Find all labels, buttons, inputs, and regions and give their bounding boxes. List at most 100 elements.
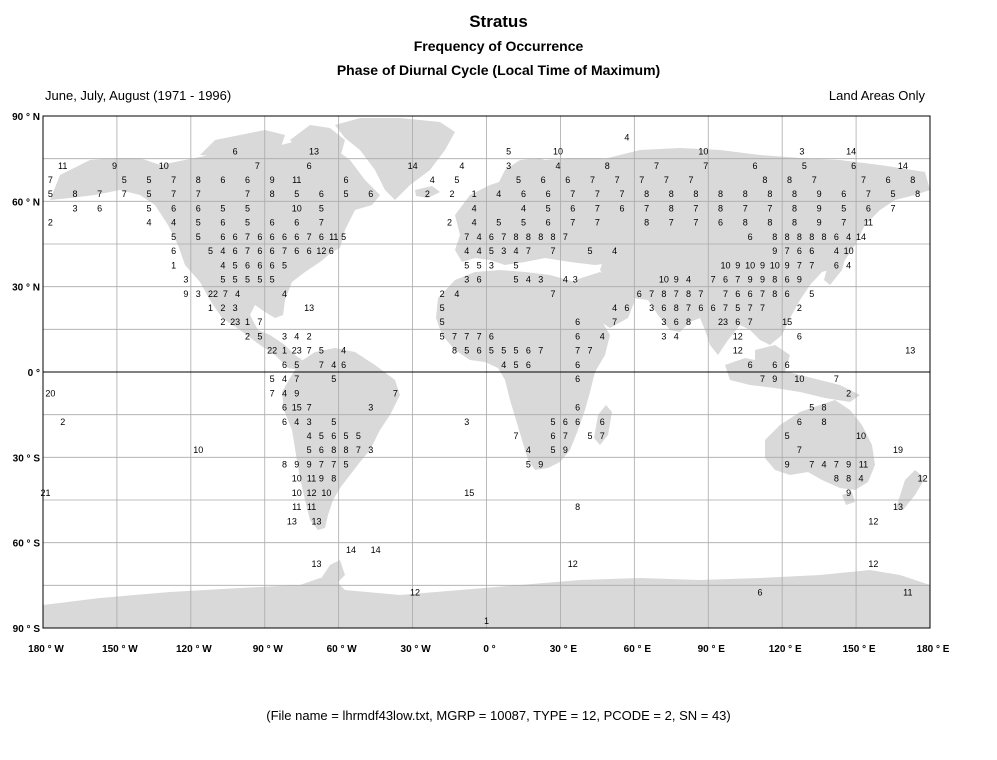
phase-value: 7 [723, 289, 728, 299]
phase-value: 5 [514, 360, 519, 370]
phase-value: 6 [257, 232, 262, 242]
phase-value: 5 [233, 260, 238, 270]
phase-value: 12 [868, 516, 878, 526]
phase-value: 9 [846, 488, 851, 498]
phase-value: 4 [624, 132, 629, 142]
phase-value: 4 [220, 260, 225, 270]
phase-value: 2 [60, 417, 65, 427]
phase-value: 4 [171, 218, 176, 228]
phase-value: 4 [822, 459, 827, 469]
phase-value: 7 [196, 189, 201, 199]
phase-value: 10 [292, 474, 302, 484]
phase-value: 11 [292, 175, 301, 185]
phase-value: 7 [760, 289, 765, 299]
phase-value: 6 [282, 417, 287, 427]
phase-value: 8 [686, 289, 691, 299]
phase-value: 11 [903, 587, 912, 597]
phase-value: 7 [122, 189, 127, 199]
phase-value: 10 [292, 203, 302, 213]
phase-value: 5 [146, 189, 151, 199]
phase-value: 9 [846, 459, 851, 469]
phase-value: 9 [785, 459, 790, 469]
phase-value: 7 [674, 289, 679, 299]
phase-value: 5 [122, 175, 127, 185]
phase-value: 5 [319, 431, 324, 441]
phase-value: 5 [307, 445, 312, 455]
phase-value: 4 [674, 331, 679, 341]
phase-value: 11 [329, 232, 338, 242]
phase-value: 8 [772, 275, 777, 285]
phase-value: 6 [233, 147, 238, 157]
phase-value: 5 [270, 275, 275, 285]
phase-value: 6 [620, 203, 625, 213]
phase-value: 22 [208, 289, 218, 299]
phase-value: 2 [846, 388, 851, 398]
longitude-label: 180 ° E [917, 644, 950, 655]
phase-value: 6 [541, 175, 546, 185]
phase-value: 2 [449, 189, 454, 199]
japan [824, 240, 848, 285]
phase-value: 5 [464, 346, 469, 356]
phase-value: 12 [918, 474, 928, 484]
phase-value: 4 [472, 218, 477, 228]
phase-value: 6 [748, 232, 753, 242]
phase-value: 3 [183, 275, 188, 285]
phase-value: 2 [440, 289, 445, 299]
phase-value: 6 [735, 289, 740, 299]
phase-value: 9 [674, 275, 679, 285]
phase-value: 8 [792, 203, 797, 213]
latitude-label: 60 ° S [13, 539, 41, 550]
phase-value: 4 [526, 275, 531, 285]
phase-value: 5 [735, 303, 740, 313]
phase-value: 6 [329, 246, 334, 256]
phase-value: 8 [693, 189, 698, 199]
phase-value: 7 [307, 346, 312, 356]
phase-value: 20 [45, 388, 55, 398]
phase-value: 6 [565, 175, 570, 185]
phase-value: 7 [866, 189, 871, 199]
phase-value: 6 [220, 218, 225, 228]
phase-value: 8 [772, 289, 777, 299]
phase-value: 5 [341, 232, 346, 242]
phase-value: 5 [319, 203, 324, 213]
phase-value: 4 [859, 474, 864, 484]
phase-value: 11 [307, 474, 316, 484]
phase-value: 9 [112, 161, 117, 171]
phase-value: 9 [735, 260, 740, 270]
phase-value: 5 [489, 246, 494, 256]
longitude-label: 90 ° W [253, 644, 284, 655]
latitude-label: 60 ° N [12, 197, 40, 208]
phase-value: 5 [233, 275, 238, 285]
phase-value: 7 [97, 189, 102, 199]
phase-value: 8 [797, 232, 802, 242]
phase-value: 7 [452, 331, 457, 341]
phase-value: 7 [257, 317, 262, 327]
phase-value: 3 [233, 303, 238, 313]
phase-value: 14 [846, 147, 856, 157]
phase-value: 7 [393, 388, 398, 398]
phase-value: 7 [551, 246, 556, 256]
phase-value: 5 [208, 246, 213, 256]
phase-value: 5 [344, 431, 349, 441]
phase-value: 4 [146, 218, 151, 228]
phase-value: 7 [693, 218, 698, 228]
phase-value: 6 [753, 161, 758, 171]
phase-value: 10 [321, 488, 331, 498]
phase-value: 4 [294, 331, 299, 341]
phase-value: 6 [718, 218, 723, 228]
phase-value: 12 [868, 559, 878, 569]
phase-value: 8 [644, 218, 649, 228]
phase-value: 6 [748, 360, 753, 370]
phase-value: 6 [97, 203, 102, 213]
phase-value: 23 [718, 317, 728, 327]
phase-value: 8 [661, 289, 666, 299]
phase-value: 4 [282, 374, 287, 384]
phase-value: 7 [464, 331, 469, 341]
phase-value: 5 [440, 303, 445, 313]
phase-value: 7 [319, 360, 324, 370]
phase-value: 8 [331, 474, 336, 484]
phase-value: 7 [809, 459, 814, 469]
phase-value: 4 [477, 246, 482, 256]
phase-value: 5 [440, 317, 445, 327]
